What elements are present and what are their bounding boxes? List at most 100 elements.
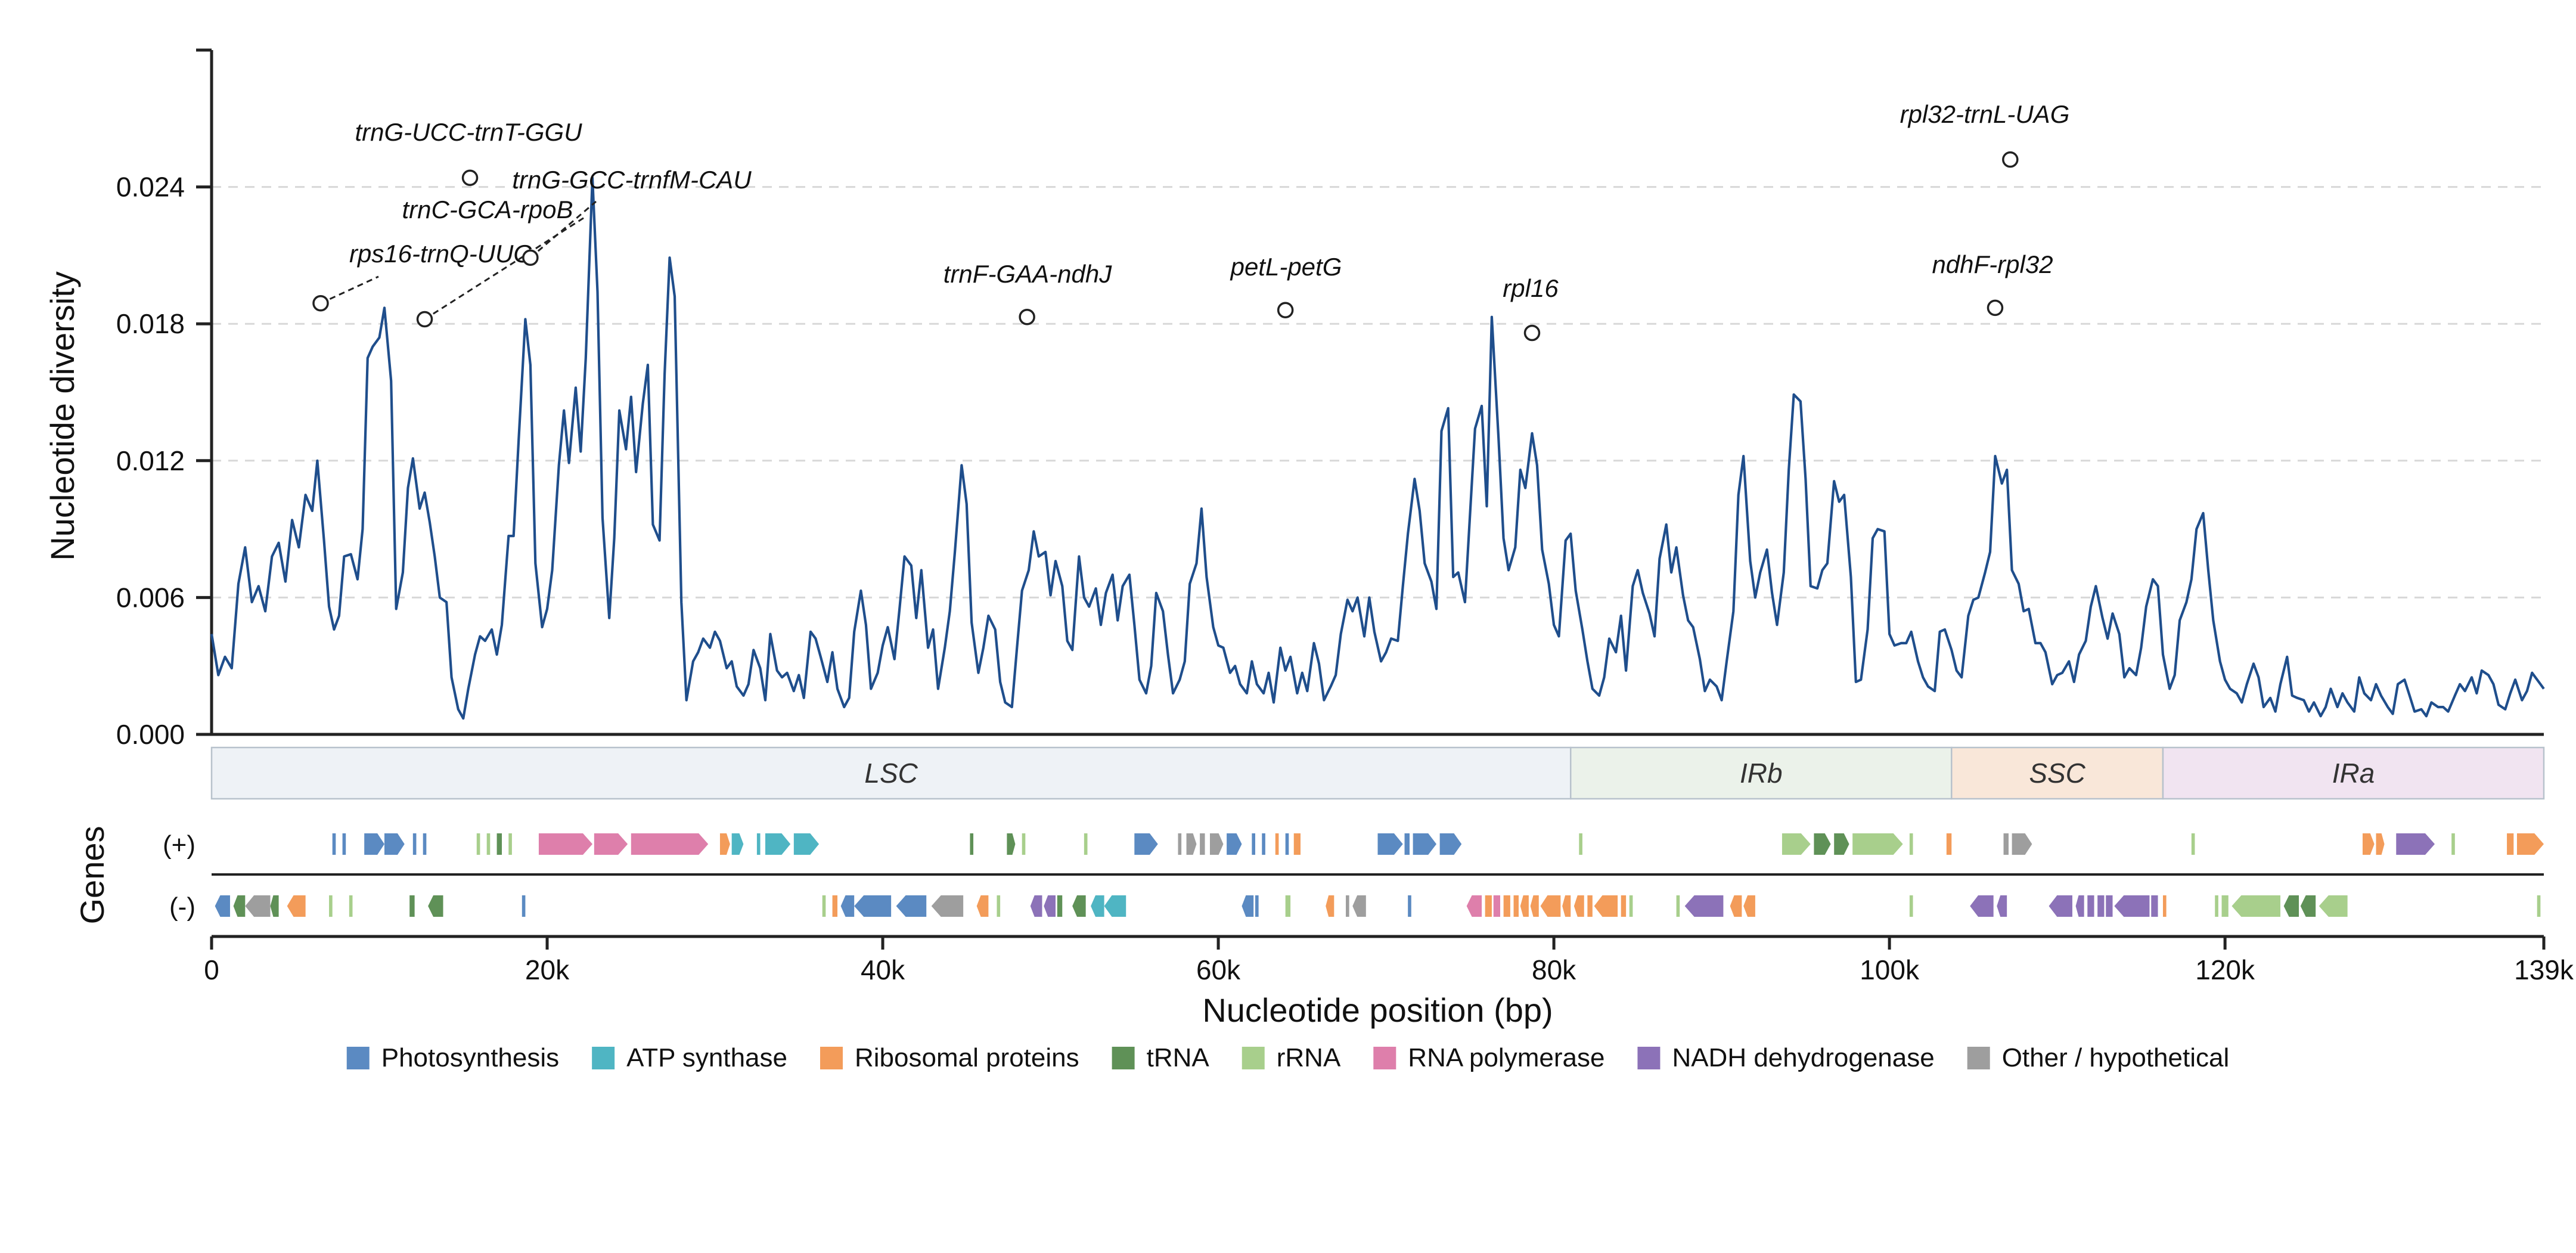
gene-rnapol	[594, 833, 628, 855]
gene-photo	[1404, 833, 1410, 855]
legend-label: ATP synthase	[626, 1043, 787, 1072]
gene-ribo	[1743, 895, 1755, 917]
gene-rrna	[508, 833, 512, 855]
gene-rrna	[822, 895, 826, 917]
gene-other	[1209, 833, 1224, 855]
gene-photo	[342, 833, 346, 855]
x-axis-title: Nucleotide position (bp)	[1202, 991, 1553, 1029]
peak-label: rpl32-trnL-UAG	[1900, 100, 2070, 128]
gene-photo	[522, 895, 526, 917]
genes-axis-title: Genes	[73, 826, 111, 925]
gene-ribo	[2162, 895, 2167, 917]
gene-ribo	[1540, 895, 1561, 917]
legend-label: NADH dehydrogenase	[1672, 1043, 1934, 1072]
gene-rrna	[476, 833, 480, 855]
gene-photo	[896, 895, 927, 917]
gene-ndh	[2151, 895, 2158, 917]
gene-other	[2003, 833, 2009, 855]
peak-label: rps16-trnQ-UUG	[349, 240, 533, 268]
gene-photo	[384, 833, 405, 855]
gene-ndh	[2396, 833, 2435, 855]
gene-atp	[765, 833, 791, 855]
y-tick-label: 0.018	[116, 308, 185, 339]
peak-label: trnG-GCC-trnfM-CAU	[512, 166, 752, 194]
gene-atp	[793, 833, 820, 855]
gene-rrna	[1579, 833, 1582, 855]
peak-marker	[312, 295, 329, 312]
legend-label: rRNA	[1277, 1043, 1341, 1072]
gene-rrna	[2221, 895, 2229, 917]
legend-swatch	[1637, 1047, 1661, 1069]
gene-rnapol	[631, 833, 709, 855]
gene-ndh	[1684, 895, 1724, 917]
gene-rrna	[1909, 895, 1913, 917]
legend-label: Other / hypothetical	[2002, 1043, 2230, 1072]
gene-rrna	[486, 833, 491, 855]
gene-trna	[270, 895, 279, 917]
legend-label: Ribosomal proteins	[855, 1043, 1079, 1072]
gene-photo	[1134, 833, 1158, 855]
gene-ribo	[1562, 895, 1571, 917]
gene-rrna	[2319, 895, 2348, 917]
gene-trna	[1834, 833, 1849, 855]
gene-other	[1346, 895, 1349, 917]
gene-ribo	[1520, 895, 1529, 917]
gene-trna	[1007, 833, 1016, 855]
gene-ndh	[2106, 895, 2113, 917]
gene-photo	[1262, 833, 1265, 855]
gene-other	[245, 895, 271, 917]
gene-rnapol	[1466, 895, 1482, 917]
gene-ribo	[1594, 895, 1618, 917]
gene-ribo	[1513, 895, 1519, 917]
gene-ndh	[1970, 895, 1994, 917]
legend-swatch	[1373, 1047, 1396, 1069]
gene-photo	[1413, 833, 1437, 855]
gene-ribo	[1730, 895, 1742, 917]
peak-label: ndhF-rpl32	[1932, 250, 2053, 278]
gene-rrna	[2232, 895, 2281, 917]
region-label: IRa	[2332, 758, 2375, 789]
legend-swatch	[1112, 1047, 1135, 1069]
gene-trna	[233, 895, 246, 917]
legend-swatch	[592, 1047, 615, 1069]
x-tick-label: 0	[204, 954, 219, 985]
gene-other	[1352, 895, 1366, 917]
diversity-line	[210, 176, 2545, 720]
peak-leader-line	[424, 215, 588, 320]
gene-ribo	[1946, 833, 1952, 855]
gene-atp	[731, 833, 744, 855]
plus-strand-label: (+)	[163, 830, 195, 860]
peak-label: trnC-GCA-rpoB	[402, 196, 573, 224]
gene-ndh	[2097, 895, 2105, 917]
gene-trna	[970, 833, 974, 855]
y-tick-label: 0.000	[116, 719, 185, 750]
gene-ndh	[2049, 895, 2072, 917]
gene-track	[212, 833, 2544, 938]
peak-marker	[461, 169, 479, 187]
gene-photo	[1227, 833, 1242, 855]
genome-regions: LSC IRb SSC IRa	[210, 746, 2545, 800]
gene-ndh	[2114, 895, 2150, 917]
gene-photo	[423, 833, 427, 855]
gene-ndh	[1997, 895, 2007, 917]
peak-label: rpl16	[1503, 274, 1559, 302]
gene-ribo	[1587, 895, 1593, 917]
legend-swatch	[820, 1047, 843, 1069]
x-tick-label: 40k	[861, 954, 905, 985]
gene-rrna	[1084, 833, 1088, 855]
gene-atp	[756, 833, 761, 855]
gene-trna	[409, 895, 415, 917]
legend-swatch	[346, 1047, 370, 1069]
legend-label: RNA polymerase	[1408, 1043, 1604, 1072]
region-box	[210, 746, 1572, 800]
gene-rnapol	[1493, 895, 1501, 917]
gene-photo	[1408, 895, 1411, 917]
gene-rrna	[2215, 895, 2218, 917]
gene-ndh	[1030, 895, 1042, 917]
gene-ribo	[1621, 895, 1627, 917]
gene-trna	[2300, 895, 2316, 917]
peak-marker	[1987, 299, 2004, 317]
gene-ribo	[2376, 833, 2385, 855]
gene-photo	[332, 833, 336, 855]
y-ticks: 0.000 0.006 0.012 0.018 0.024	[116, 172, 212, 750]
